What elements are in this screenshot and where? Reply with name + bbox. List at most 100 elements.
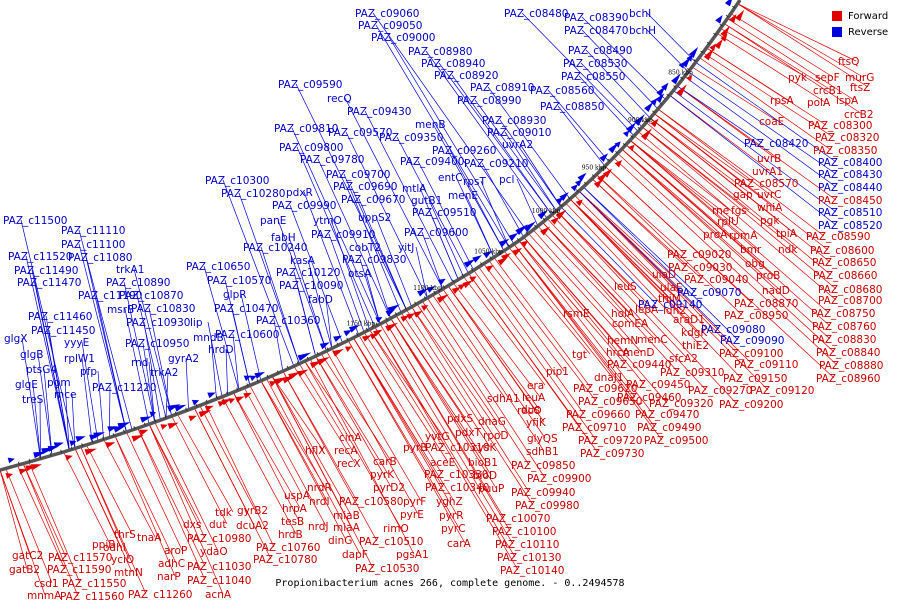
gene-label: bioD <box>473 470 497 482</box>
gene-leader-line <box>400 312 491 448</box>
gene-label: PAZ_c09120 <box>750 385 814 397</box>
gene-label: treS <box>22 394 44 406</box>
gene-label: miaA <box>333 522 361 534</box>
gene-label: csd1 <box>34 578 59 590</box>
gene-label: kasA <box>290 255 316 267</box>
gene-leader-line <box>97 370 104 440</box>
gene-leader-line <box>199 405 256 511</box>
gene-leader-line <box>432 294 506 399</box>
gene-label: PAZ_c08600 <box>810 245 874 257</box>
gene-label: proB <box>756 270 780 282</box>
forward-gene-arrow <box>550 217 560 225</box>
gene-leader-line <box>210 336 217 400</box>
gene-leader-line <box>737 3 864 78</box>
gene-label: menD <box>623 347 654 359</box>
gene-leader-line <box>633 135 731 211</box>
forward-gene-arrow <box>228 398 236 404</box>
gene-leader-line <box>547 218 707 391</box>
gene-label: pyrF <box>403 496 426 508</box>
gene-leader-line <box>74 448 133 573</box>
forward-gene-arrow <box>575 199 583 207</box>
gene-label: dnaG <box>478 416 506 428</box>
gene-leader-line <box>385 321 511 532</box>
scale-tick <box>731 5 735 9</box>
gene-leader-line <box>137 427 206 567</box>
gene-label: mtnN <box>114 567 143 579</box>
gene-label: PAZ_c10650 <box>186 261 250 273</box>
forward-gene-arrow <box>501 252 511 261</box>
gene-label: ppiB <box>92 539 115 551</box>
gene-leader-line <box>673 90 837 213</box>
gene-label: pyrK <box>370 469 395 481</box>
gene-label: tgt <box>572 349 587 361</box>
reverse-gene-arrow <box>249 375 257 382</box>
forward-gene-arrow <box>686 75 693 82</box>
gene-label: hrdB <box>278 529 303 541</box>
gene-label: rplW1 <box>64 353 95 365</box>
scale-tick <box>575 189 579 192</box>
gene-label: PAZ_c09700 <box>326 169 390 181</box>
forward-gene-arrow <box>385 322 399 332</box>
gene-leader-line <box>375 216 413 308</box>
gene-leader-line <box>447 285 545 423</box>
scale-tick <box>461 273 464 277</box>
gene-label: PAZ_c08760 <box>812 321 876 333</box>
gene-label: ftsZ <box>850 82 870 94</box>
gene-label: cobT2 <box>349 242 381 254</box>
gene-leader-line <box>232 392 300 522</box>
reverse-gene-arrow <box>483 250 493 259</box>
gene-label: sdhA1 <box>487 393 520 405</box>
forward-swatch <box>832 11 842 21</box>
gene-label: PAZ_c11080 <box>68 252 132 264</box>
gene-label: PAZ_c11450 <box>31 325 95 337</box>
scale-tick <box>375 322 378 326</box>
gene-label: hflX <box>305 445 325 457</box>
gene-leader-line <box>0 469 28 570</box>
gene-leader-line <box>260 380 326 488</box>
gene-leader-line <box>684 76 837 188</box>
reverse-gene-arrow <box>671 73 681 85</box>
gene-label: puuP <box>478 483 504 495</box>
genome-backbone <box>0 0 742 472</box>
forward-gene-arrow <box>720 25 730 38</box>
gene-label: pcl <box>499 174 514 186</box>
gene-leader-line <box>277 219 327 352</box>
forward-gene-arrow <box>332 348 344 357</box>
gene-leader-line <box>154 422 219 552</box>
gene-label: PAZ_c11100 <box>61 239 125 251</box>
scale-tick <box>607 158 611 162</box>
gene-leader-line <box>372 12 529 234</box>
gene-label: PAZ_c11190 <box>78 290 142 302</box>
gene-leader-line <box>425 50 548 219</box>
gene-label: rnd <box>131 357 148 369</box>
scale-tick <box>236 387 239 391</box>
gene-leader-line <box>81 341 99 442</box>
scale-tick <box>584 181 587 185</box>
gene-label: dxs <box>183 519 201 531</box>
gene-leader-line <box>95 294 127 433</box>
gene-leader-line <box>737 3 869 88</box>
gene-label: PAZ_c10580 <box>339 496 403 508</box>
gene-label: ulaE <box>660 282 683 294</box>
gene-label: PAZ_c09910 <box>311 229 375 241</box>
gene-leader-line <box>523 236 645 385</box>
gene-leader-line <box>565 202 701 346</box>
gene-label: PAZ_c09260 <box>432 145 496 157</box>
gene-leader-line <box>406 309 534 506</box>
reverse-gene-arrow <box>7 457 15 464</box>
gene-label: PAZ_c09810 <box>274 123 338 135</box>
scale-tick <box>133 426 136 430</box>
gene-leader-line <box>583 186 696 293</box>
gene-leader-line <box>34 281 70 451</box>
gene-label: PAZ_c11040 <box>187 575 251 587</box>
gene-label: PAZ_c09980 <box>515 500 579 512</box>
gene-label: gap <box>733 189 753 201</box>
gene-leader-line <box>203 265 240 391</box>
gene-leader-line <box>556 210 738 405</box>
forward-gene-arrow <box>362 335 372 342</box>
gene-label: panE <box>260 215 286 227</box>
gene-label: ulaD <box>652 269 676 281</box>
gene-leader-line <box>148 424 206 539</box>
gene-label: ytmO <box>313 215 342 227</box>
gene-label: PAZ_c10140 <box>500 565 564 577</box>
